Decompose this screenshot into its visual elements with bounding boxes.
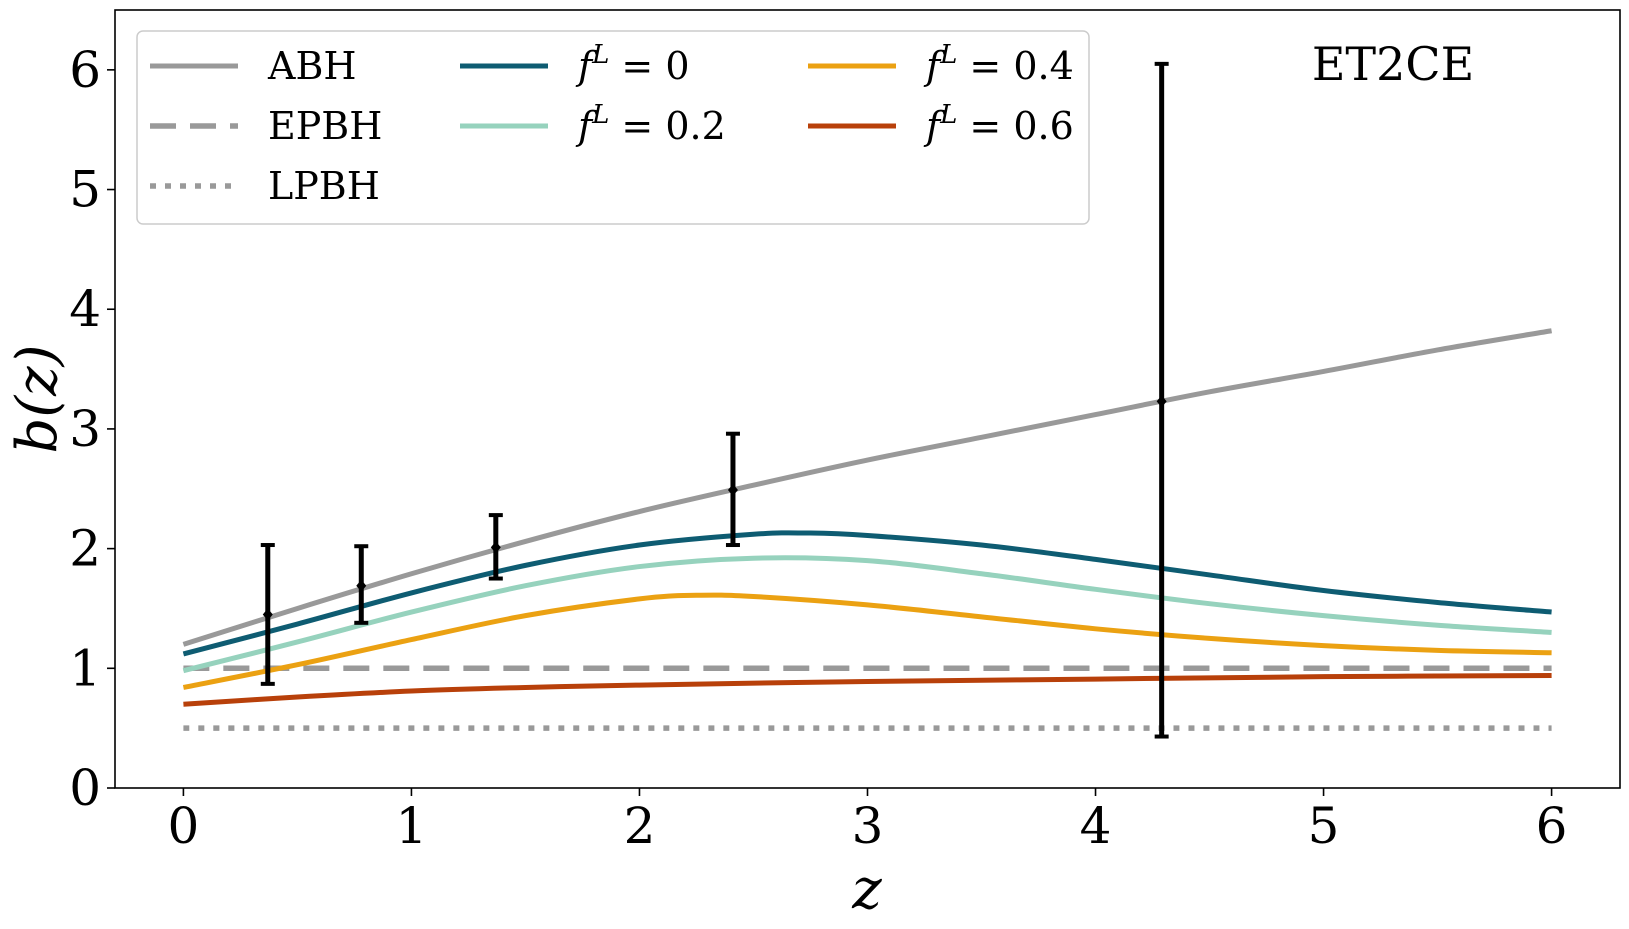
errorbar-layer xyxy=(260,61,1169,739)
y-tick-label: 5 xyxy=(69,161,101,219)
tick-layer: 0 1 2 3 4 5 6 0 1 2 3 4 5 6 xyxy=(69,41,1567,855)
x-tick-label: 1 xyxy=(396,797,428,855)
y-tick-label: 6 xyxy=(69,41,101,99)
errorbar-marker xyxy=(356,579,367,592)
legend-frame xyxy=(136,30,1090,225)
x-axis-label: z xyxy=(851,857,882,922)
series-line-abh xyxy=(182,328,1553,647)
series-layer xyxy=(182,328,1553,731)
errorbar-point xyxy=(260,543,275,686)
y-axis-label: b(z) xyxy=(5,344,70,453)
x-tick-label: 5 xyxy=(1308,797,1340,855)
y-tick-label: 0 xyxy=(69,759,101,817)
x-tick-label: 4 xyxy=(1080,797,1112,855)
legend-item-abh: ABH xyxy=(150,44,357,88)
errorbar-point xyxy=(354,544,369,625)
errorbar-point xyxy=(725,431,740,548)
y-tick-label: 3 xyxy=(69,400,101,458)
legend-label: EPBH xyxy=(268,104,382,148)
x-tick-label: 0 xyxy=(168,797,200,855)
legend-label: ABH xyxy=(267,44,357,88)
x-tick-label: 6 xyxy=(1536,797,1568,855)
errorbar-marker xyxy=(262,608,273,621)
x-tick-label: 3 xyxy=(852,797,884,855)
y-tick-label: 4 xyxy=(69,280,101,338)
x-tick-label: 2 xyxy=(624,797,656,855)
series-line-fl-0 xyxy=(182,530,1552,657)
y-tick-label: 2 xyxy=(69,520,101,578)
legend-label: LPBH xyxy=(268,164,380,208)
chart-annotation: ET2CE xyxy=(1312,37,1474,91)
errorbar-marker xyxy=(1156,395,1167,408)
legend-item-lpbh: LPBH xyxy=(150,164,380,208)
series-line-fl-0-2 xyxy=(182,555,1552,674)
legend-label: fL = 0 xyxy=(575,40,690,88)
errorbar-marker xyxy=(490,541,501,554)
series-line-fl-0-4 xyxy=(182,592,1552,690)
legend-item-fl-0-6: fL = 0.6 xyxy=(808,100,1074,148)
errorbar-point xyxy=(1154,61,1169,739)
legend-item-epbh: EPBH xyxy=(150,104,382,148)
series-line-fl-0-6 xyxy=(183,672,1552,707)
errorbar-point xyxy=(488,513,503,581)
y-tick-label: 1 xyxy=(69,639,101,697)
errorbar-marker xyxy=(727,483,738,496)
legend-label: fL = 0.6 xyxy=(923,100,1074,148)
legend-item-fl-0: fL = 0 xyxy=(460,40,690,88)
